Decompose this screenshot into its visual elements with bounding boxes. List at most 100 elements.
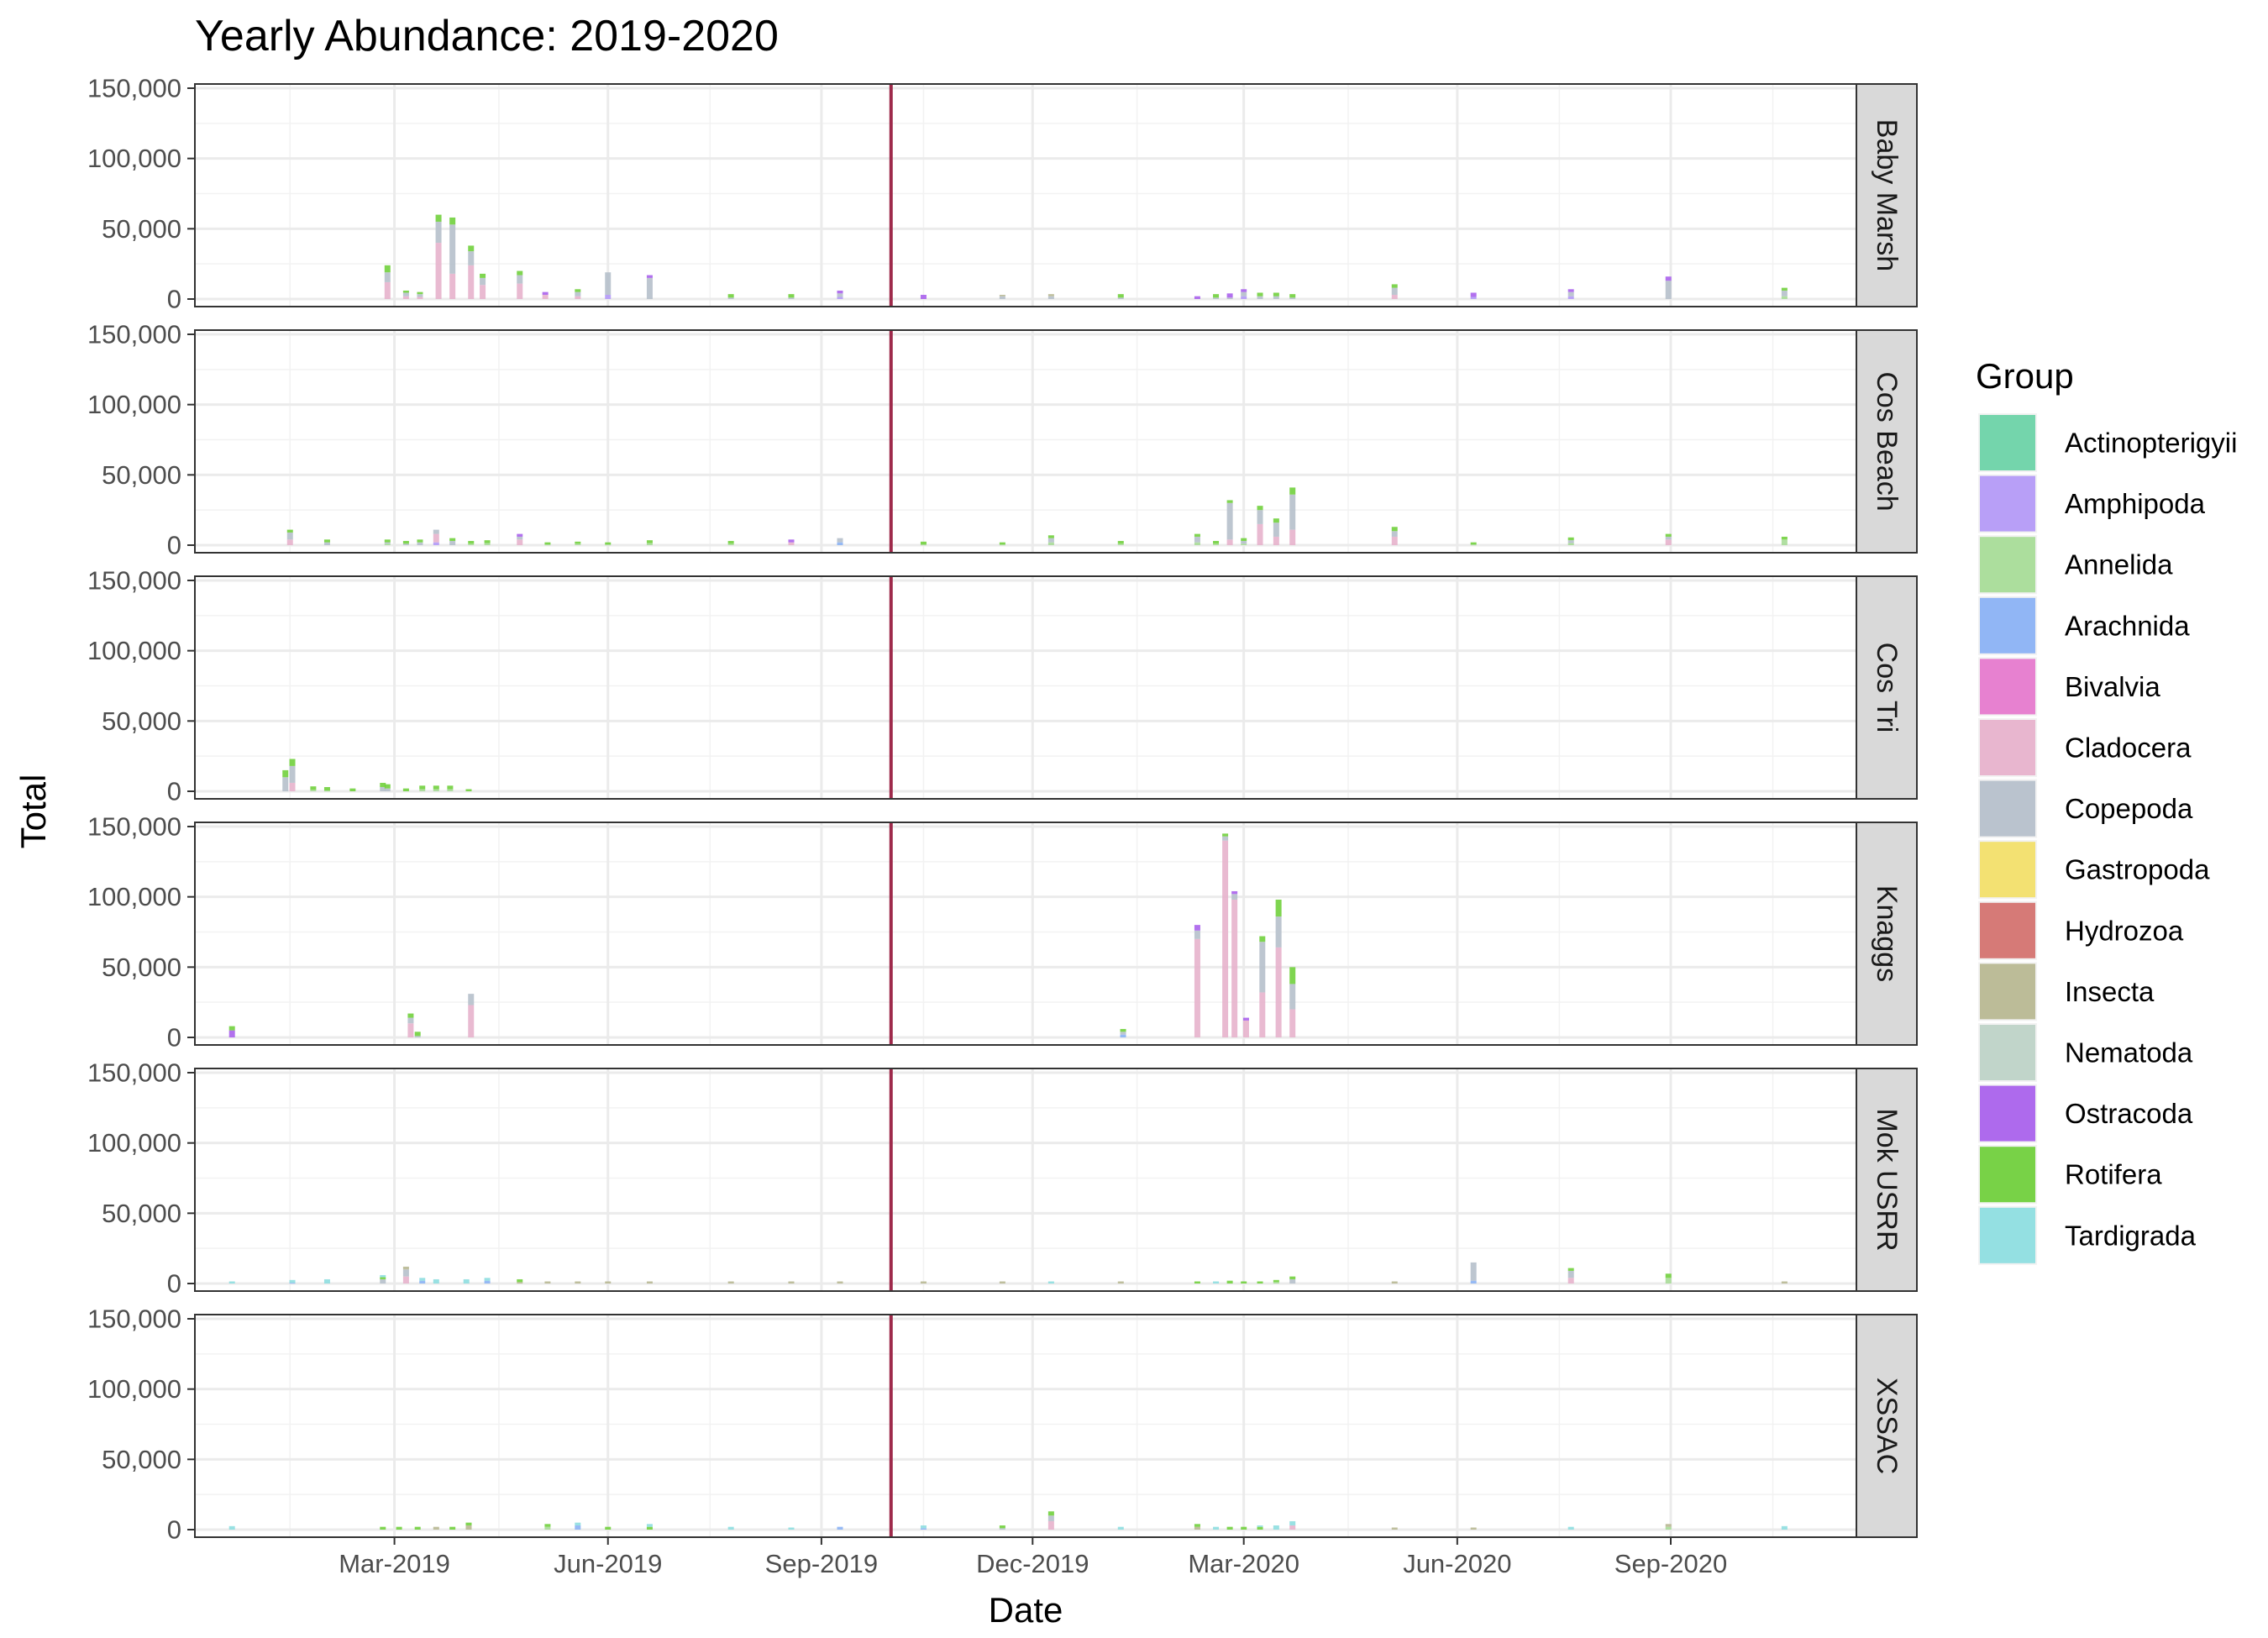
bar-rotifera	[1273, 292, 1279, 297]
facet-strip	[1856, 329, 1918, 554]
bar-rotifera	[1781, 536, 1788, 540]
bar-copepoda	[999, 296, 1005, 299]
bar-rotifera	[1289, 487, 1296, 495]
bar-cladocera	[1194, 938, 1200, 1037]
panel-cos-tri: Cos Tri 0 50,000 100,000 150,000	[87, 566, 1918, 806]
bar-rotifera	[484, 540, 491, 543]
bar-rotifera	[1289, 1276, 1296, 1279]
bar-ostracoda	[1242, 1017, 1249, 1021]
bar-rotifera	[727, 294, 734, 298]
legend-label: Cladocera	[2065, 732, 2192, 764]
facet-label: Mok USRR	[1871, 1108, 1903, 1251]
bar-copepoda	[1226, 502, 1233, 540]
bar-tardigrada	[323, 1278, 330, 1284]
legend-item-nematoda: Nematoda	[1978, 1023, 2193, 1082]
bar-tardigrada	[646, 1524, 653, 1527]
bar-cladocera	[517, 283, 523, 299]
bar-annelida	[468, 543, 475, 545]
bar-cladocera	[788, 542, 795, 545]
bar-tardigrada	[228, 1281, 235, 1284]
legend-item-copepoda: Copepoda	[1978, 779, 2193, 838]
bar-arachnida	[419, 1280, 426, 1284]
bar-rotifera	[1213, 294, 1220, 298]
bar-rotifera	[449, 217, 456, 225]
legend-label: Actinopterigyii	[2065, 428, 2237, 459]
y-tick-label: 50,000	[102, 706, 181, 736]
legend-label: Rotifera	[2065, 1159, 2162, 1190]
bar-cladocera	[1273, 536, 1279, 545]
bar-insecta	[544, 1281, 551, 1284]
bar-cladocera	[286, 539, 293, 545]
bar-annelida	[310, 790, 317, 791]
bar-insecta	[1470, 1527, 1477, 1530]
y-tick-label: 0	[167, 1023, 181, 1053]
bar-annelida	[727, 543, 734, 545]
bar-amphipoda	[1470, 297, 1477, 299]
x-tick-label: Jun-2019	[554, 1549, 662, 1578]
bar-cladocera	[1257, 523, 1263, 545]
bar-copepoda	[286, 532, 293, 540]
bar-copepoda	[1289, 494, 1296, 530]
bar-copepoda	[289, 765, 296, 783]
bar-annelida	[447, 789, 454, 791]
y-tick-label: 0	[167, 285, 181, 314]
bar-rotifera	[605, 1526, 612, 1530]
bar-rotifera	[402, 788, 409, 791]
bar-arachnida	[1120, 1034, 1126, 1037]
bar-rotifera	[447, 785, 454, 790]
panel-background	[195, 576, 1856, 799]
bar-rotifera	[1665, 1273, 1672, 1278]
bar-annelida	[1665, 1278, 1672, 1284]
bar-cladocera	[1226, 539, 1233, 545]
panel-mok-usrr: Mok USRR 0 50,000 100,000 150,000	[87, 1058, 1918, 1299]
bar-cladocera	[1567, 1278, 1574, 1284]
bar-insecta	[1391, 1527, 1398, 1530]
bar-copepoda	[1257, 296, 1263, 299]
bar-arachnida	[920, 1528, 927, 1530]
bar-copepoda	[435, 221, 442, 244]
bar-insecta	[402, 1266, 409, 1270]
bar-copepoda	[1257, 510, 1263, 524]
bar-insecta	[575, 1281, 581, 1284]
bar-copepoda	[1567, 540, 1574, 543]
bar-copepoda	[417, 294, 423, 297]
bar-rotifera	[920, 541, 927, 545]
facet-strip	[1856, 822, 1918, 1046]
panel-knaggs: Knaggs 0 50,000 100,000 150,000	[87, 812, 1918, 1053]
legend-swatch	[1980, 842, 2035, 898]
legend-label: Gastropoda	[2065, 854, 2210, 885]
bar-tardigrada	[1567, 1526, 1574, 1530]
legend-item-bivalvia: Bivalvia	[1978, 657, 2160, 717]
bar-rotifera	[1241, 1526, 1247, 1530]
bar-ostracoda	[228, 1030, 235, 1037]
bar-copepoda	[414, 1036, 421, 1037]
bar-tardigrada	[920, 1525, 927, 1529]
bar-rotifera	[380, 782, 386, 787]
legend-swatch	[1980, 1147, 2035, 1203]
bar-copepoda	[1213, 297, 1220, 299]
facet-label: Baby Marsh	[1871, 119, 1903, 271]
bar-copepoda	[1567, 1270, 1574, 1278]
bar-cladocera	[1391, 536, 1398, 545]
bar-annelida	[1470, 544, 1477, 546]
bar-cladocera	[1222, 840, 1229, 1037]
y-tick-label: 150,000	[87, 74, 181, 103]
bar-copepoda	[1470, 1262, 1477, 1281]
bar-rotifera	[417, 539, 423, 543]
bar-rotifera	[1194, 1281, 1200, 1284]
bar-copepoda	[1117, 297, 1124, 299]
bar-rotifera	[1257, 1526, 1263, 1530]
panel-background	[195, 330, 1856, 553]
bar-copepoda	[1047, 1515, 1054, 1521]
legend-swatch	[1980, 902, 2035, 958]
bar-copepoda	[1567, 291, 1574, 297]
x-tick-label: Sep-2020	[1614, 1549, 1727, 1578]
panel-background	[195, 822, 1856, 1045]
bar-copepoda	[1273, 522, 1279, 537]
bar-cladocera	[417, 297, 423, 299]
bar-rotifera	[1241, 1281, 1247, 1284]
bar-tardigrada	[575, 1522, 581, 1525]
bar-rotifera	[282, 769, 289, 778]
bar-cladocera	[542, 294, 549, 299]
